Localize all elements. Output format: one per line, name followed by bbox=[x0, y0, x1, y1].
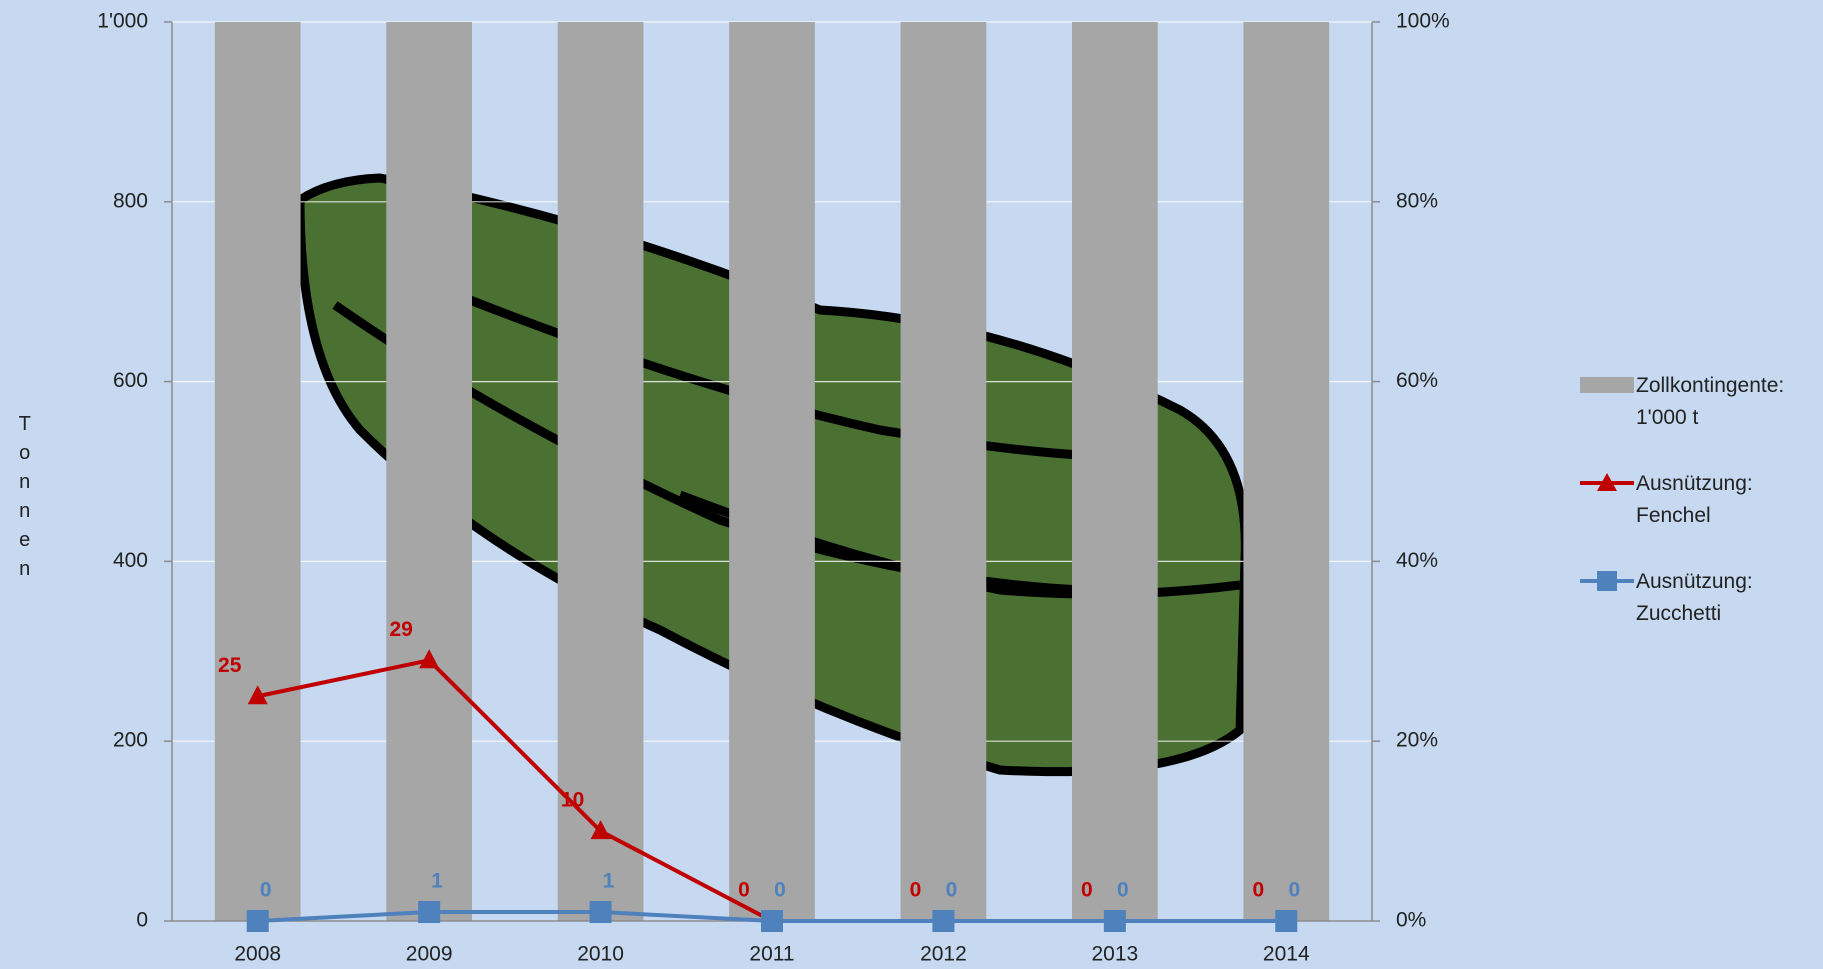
x-tick-label: 2012 bbox=[920, 943, 967, 966]
x-tick-label: 2008 bbox=[234, 943, 281, 966]
data-label: 10 bbox=[561, 789, 584, 812]
bar bbox=[1243, 22, 1330, 921]
bar bbox=[729, 22, 815, 921]
y2-tick-label: 100% bbox=[1396, 10, 1450, 33]
data-label: 0 bbox=[1252, 879, 1264, 902]
marker bbox=[1103, 910, 1126, 932]
y-tick-label: 0 bbox=[136, 909, 148, 932]
bar bbox=[1072, 22, 1158, 921]
legend-swatch-marker bbox=[1597, 473, 1617, 491]
marker bbox=[246, 910, 269, 932]
y2-tick-label: 80% bbox=[1396, 189, 1438, 212]
legend-swatch bbox=[1580, 473, 1634, 491]
marker bbox=[932, 910, 955, 932]
legend: Zollkontingente: 1'000 t Ausnützung: Fenc… bbox=[1578, 370, 1823, 664]
bars bbox=[214, 22, 1330, 921]
y-axis-label: Tonnen bbox=[14, 413, 36, 587]
x-tick-label: 2014 bbox=[1263, 943, 1310, 966]
y-tick-label: 400 bbox=[113, 549, 148, 572]
data-label: 0 bbox=[774, 879, 786, 902]
y2-tick-label: 40% bbox=[1396, 549, 1438, 572]
y2-tick-label: 20% bbox=[1396, 729, 1438, 752]
bar bbox=[214, 22, 301, 921]
x-tick-label: 2010 bbox=[577, 943, 624, 966]
y-tick-label: 800 bbox=[113, 189, 148, 212]
y-tick-label: 600 bbox=[113, 369, 148, 392]
y-tick-label: 200 bbox=[113, 729, 148, 752]
legend-swatch-marker bbox=[1597, 571, 1617, 591]
data-label: 25 bbox=[218, 654, 242, 677]
x-tick-label: 2011 bbox=[749, 943, 794, 966]
bar bbox=[386, 22, 472, 921]
legend-label: Zollkontingente: 1'000 t bbox=[1636, 374, 1785, 429]
data-label: 0 bbox=[1117, 879, 1129, 902]
data-label: 1 bbox=[431, 870, 443, 893]
marker bbox=[761, 910, 783, 932]
legend-item: Ausnützung: Fenchel bbox=[1578, 468, 1823, 532]
x-tick-label: 2009 bbox=[406, 943, 453, 966]
marker bbox=[589, 901, 612, 924]
data-label: 0 bbox=[1081, 879, 1093, 902]
legend-item: Zollkontingente: 1'000 t bbox=[1578, 370, 1823, 434]
legend-item: Ausnützung: Zucchetti bbox=[1578, 566, 1823, 630]
marker bbox=[419, 649, 440, 669]
data-label: 1 bbox=[603, 870, 615, 893]
data-label: 0 bbox=[946, 879, 958, 902]
bar bbox=[900, 22, 987, 921]
data-label: 0 bbox=[738, 879, 750, 902]
bar bbox=[557, 22, 644, 921]
legend-swatch bbox=[1580, 377, 1634, 393]
data-label: 0 bbox=[260, 879, 272, 902]
axes: 0 200 400 600 800 1'000 0% 20% 40% 60% 80% 100% 2008… bbox=[97, 10, 1449, 966]
marker bbox=[418, 901, 441, 924]
x-tick-label: 2013 bbox=[1091, 943, 1138, 966]
data-label: 0 bbox=[910, 879, 922, 902]
legend-swatch bbox=[1580, 571, 1634, 591]
y2-tick-label: 60% bbox=[1396, 369, 1438, 392]
data-label: 29 bbox=[389, 618, 412, 641]
marker bbox=[247, 685, 268, 705]
marker bbox=[1275, 910, 1298, 932]
y-tick-label: 1'000 bbox=[97, 10, 148, 33]
legend-label: Ausnützung: Zucchetti bbox=[1636, 570, 1753, 625]
legend-label: Ausnützung: Fenchel bbox=[1636, 472, 1753, 527]
legend-swatch-bar bbox=[1580, 377, 1634, 393]
marker bbox=[590, 820, 611, 840]
data-label: 0 bbox=[1288, 879, 1300, 902]
y2-tick-label: 0% bbox=[1396, 909, 1426, 932]
